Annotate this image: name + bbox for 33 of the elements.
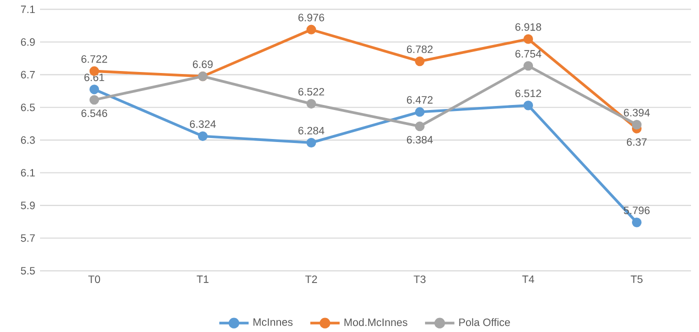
data-label: 6.37 — [626, 138, 647, 146]
x-tick-label: T2 — [305, 275, 317, 283]
y-tick-label: 5.9 — [20, 202, 35, 210]
legend-label: McInnes — [254, 318, 293, 326]
y-tick-label: 7.1 — [21, 6, 35, 13]
data-label: 6.754 — [515, 50, 542, 58]
y-tick-label: 5.7 — [20, 234, 35, 242]
data-label: 6.384 — [406, 136, 433, 144]
data-label: 6.512 — [515, 90, 542, 98]
data-label: 6.324 — [190, 120, 216, 128]
x-tick-label: T4 — [522, 275, 534, 283]
data-label: 6.918 — [515, 23, 542, 31]
x-tick-label: T0 — [88, 275, 100, 283]
data-label: 6.394 — [624, 108, 650, 116]
y-tick-label: 6.5 — [21, 104, 35, 112]
y-tick-label: 6.9 — [21, 38, 35, 46]
y-tick-label: 6.3 — [21, 136, 35, 144]
x-tick-label: T1 — [196, 275, 208, 283]
data-label: 6.976 — [298, 14, 324, 22]
legend-label: Pola Office — [459, 318, 510, 326]
data-label: 6.472 — [406, 96, 433, 104]
x-tick-label: T5 — [630, 275, 643, 283]
y-tick-label: 6.1 — [21, 168, 35, 176]
y-tick-label: 5.5 — [20, 266, 35, 274]
data-label: 6.284 — [298, 126, 324, 134]
data-label: 6.522 — [298, 88, 324, 96]
y-tick-label: 6.7 — [21, 70, 35, 78]
data-label: 6.782 — [406, 45, 433, 53]
data-label: 6.69 — [192, 60, 213, 68]
x-tick-label: T3 — [414, 275, 426, 283]
legend-label: Mod.McInnes — [344, 318, 408, 326]
data-label: 6.722 — [81, 55, 108, 63]
data-label: 6.546 — [81, 109, 108, 117]
